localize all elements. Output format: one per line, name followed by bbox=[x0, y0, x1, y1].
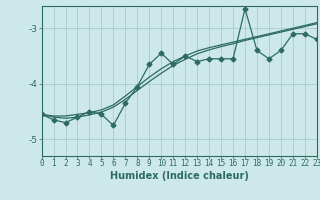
X-axis label: Humidex (Indice chaleur): Humidex (Indice chaleur) bbox=[110, 171, 249, 181]
